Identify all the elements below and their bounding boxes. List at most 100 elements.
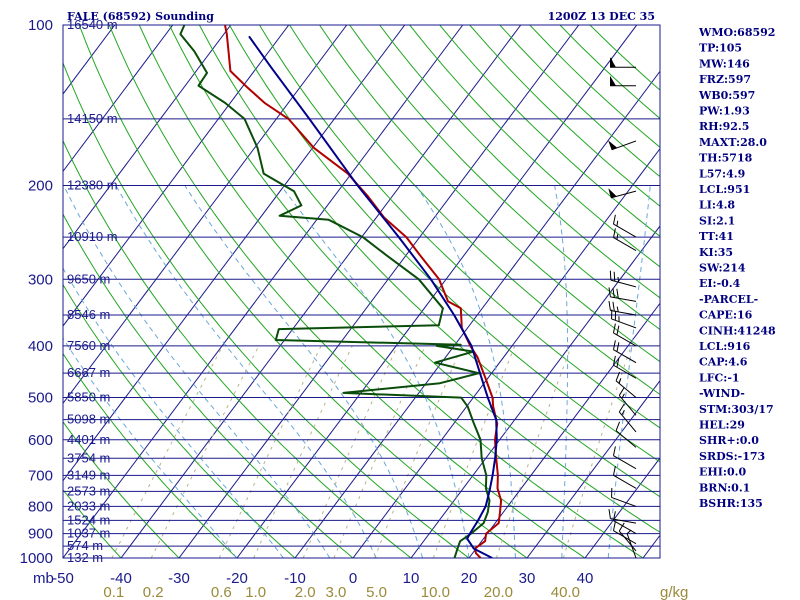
index-value: SRDS:-173 (699, 450, 765, 463)
pressure-label: 800 (28, 498, 53, 515)
chart-title: FALE (68592) Sounding (67, 10, 214, 23)
temperature-tick-label: -10 (284, 570, 306, 587)
wind-barb (612, 465, 637, 489)
isotherm-line (178, 25, 580, 558)
index-value: EHI:0.0 (699, 466, 746, 479)
wind-barb (612, 228, 637, 252)
wind-barb-feather (612, 355, 616, 366)
wind-barb (610, 57, 636, 68)
wind-barb (615, 371, 637, 398)
index-value: SI:2.1 (699, 214, 735, 227)
pressure-label: 900 (28, 526, 53, 543)
height-label: 1037 m (67, 526, 110, 541)
wind-barb (612, 446, 637, 470)
dry-adiabat-line (409, 25, 660, 268)
index-value: BRN:0.1 (699, 481, 750, 494)
dry-adiabat-line (108, 25, 586, 558)
wind-barb-feather (608, 509, 611, 519)
index-value: CINH:41248 (699, 324, 776, 337)
wind-barb-staff (613, 223, 637, 238)
temperature-tick-label: 30 (519, 570, 536, 587)
wind-barb-pennant (608, 140, 618, 150)
index-value: STM:303/17 (699, 403, 774, 416)
height-label: 132 m (67, 550, 103, 565)
height-label: 2033 m (67, 498, 110, 513)
wind-barb (615, 421, 637, 448)
mixing-ratio-label: 40.0 (551, 584, 580, 600)
wind-barb-feather (610, 58, 615, 68)
height-label: 14150 m (67, 111, 118, 126)
isotherm-line (63, 25, 406, 482)
wind-barb-pennant (610, 75, 616, 86)
index-value: CAP:4.6 (699, 356, 748, 369)
dry-adiabats (63, 25, 660, 558)
height-label: 7560 m (67, 338, 110, 353)
index-value: FRZ:597 (699, 73, 751, 86)
wind-barb-staff (610, 518, 637, 524)
index-value: WB0:597 (698, 89, 755, 102)
temperature-profile (224, 25, 503, 558)
wind-barb-staff (618, 411, 637, 433)
index-value: L57:4.9 (699, 167, 745, 180)
index-value: PW:1.93 (699, 105, 750, 118)
dry-adiabat-line (63, 61, 470, 558)
pressure-label: 600 (28, 432, 53, 449)
pressure-label: 200 (28, 177, 53, 194)
height-label: 5850 m (67, 390, 110, 405)
wind-barb-feather (615, 421, 621, 431)
temperature-tick-label: 20 (461, 570, 478, 587)
isotherm-line (63, 25, 464, 558)
index-value: LI:4.8 (699, 199, 735, 212)
height-label: 3754 m (67, 450, 110, 465)
index-value: TH:5718 (699, 152, 753, 165)
dry-adiabat-line (138, 25, 644, 558)
sounding-profiles (179, 25, 503, 558)
wind-barb-staff (613, 237, 637, 252)
index-value: LFC:-1 (699, 371, 740, 384)
wind-barb (608, 301, 637, 316)
pressure-label: 500 (28, 390, 53, 407)
mixing-ratio-unit-label: g/kg (660, 584, 688, 600)
wind-barb (609, 270, 637, 288)
dry-adiabat-line (63, 139, 412, 558)
wind-barb-feather (612, 323, 616, 333)
wind-barb-staff (610, 190, 637, 199)
index-value: CAPE:16 (699, 309, 753, 322)
isotherm-line (120, 25, 522, 558)
height-label: 6667 m (67, 365, 110, 380)
isotherm-line (294, 70, 660, 558)
dry-adiabat-line (289, 25, 660, 396)
wind-barbs (608, 57, 637, 559)
index-value: -PARCEL- (699, 293, 758, 306)
wind-barb (611, 487, 637, 507)
index-value: -WIND- (699, 387, 745, 400)
dry-adiabat-line (168, 25, 660, 533)
wind-barb (612, 355, 637, 379)
wind-barb-staff (613, 364, 637, 379)
wind-barb-staff (618, 395, 637, 416)
wind-barb (608, 287, 637, 302)
index-value: SHR+:0.0 (699, 434, 759, 447)
pressure-unit-label: mb (33, 570, 54, 587)
index-value: BSHR:135 (699, 497, 763, 510)
pressure-label: 300 (28, 271, 53, 288)
wind-barb-feather (618, 522, 625, 532)
wind-barb (612, 323, 637, 347)
dry-adiabat-line (319, 25, 660, 363)
wind-barb-staff (615, 430, 637, 448)
wind-barb (612, 214, 637, 238)
wind-barb-feather (613, 271, 616, 282)
mixing-ratio-label: 0.6 (211, 584, 232, 600)
height-label: 574 m (67, 538, 103, 553)
pressure-label: 700 (28, 467, 53, 484)
height-label: 16540 m (67, 17, 118, 32)
height-label: 2573 m (67, 483, 110, 498)
dry-adiabat-line (349, 25, 660, 331)
mixing-ratio-label: 1.0 (245, 584, 266, 600)
temperature-tick-label: -30 (168, 570, 190, 587)
chart-time: 1200Z 13 DEC 35 (548, 10, 655, 23)
wind-barb-staff (611, 318, 637, 329)
wind-barb-feather (618, 387, 625, 396)
